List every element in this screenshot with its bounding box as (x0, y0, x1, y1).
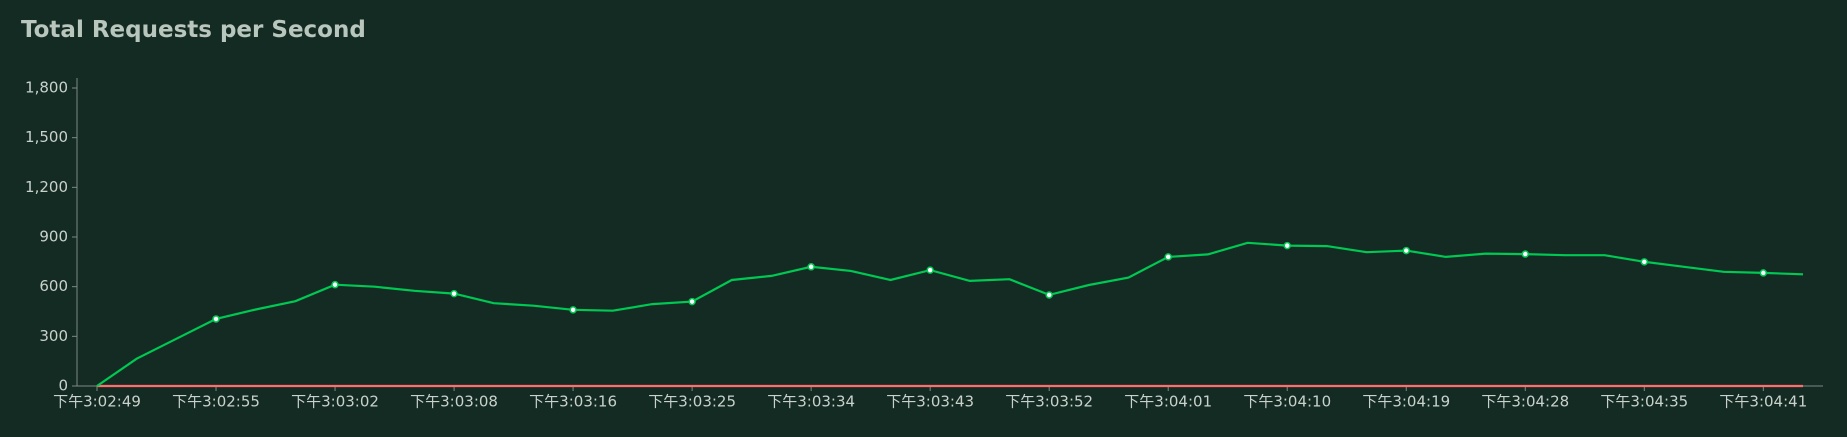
x-tick-label: 下午3:03:25 (648, 393, 736, 411)
y-tick-label: 600 (39, 277, 68, 295)
y-tick-label: 300 (39, 327, 68, 345)
data-point (926, 266, 934, 274)
x-tick-label: 下午3:04:10 (1243, 393, 1331, 411)
x-tick-label: 下午3:04:01 (1124, 393, 1212, 411)
data-point (1759, 269, 1768, 277)
x-tick-label: 下午3:03:52 (1005, 393, 1093, 411)
data-point (1283, 241, 1291, 250)
x-tick-label: 下午3:04:19 (1362, 393, 1450, 411)
data-point (1045, 291, 1053, 299)
x-tick-label: 下午3:03:16 (529, 393, 617, 411)
data-point (569, 306, 577, 314)
x-tick-label: 下午3:03:43 (886, 393, 974, 411)
x-tick-label: 下午3:04:28 (1481, 393, 1569, 411)
series-line (96, 241, 1804, 387)
x-tick-label: 下午3:03:02 (291, 393, 379, 411)
y-tick-label: 1,200 (25, 178, 68, 196)
chart-title: Total Requests per Second (21, 17, 366, 43)
y-tick-label: 1,500 (25, 128, 68, 146)
y-tick-label: 900 (39, 228, 68, 246)
data-point (212, 315, 220, 323)
y-tick-label: 0 (58, 377, 68, 395)
data-point (450, 289, 458, 298)
data-point (807, 263, 815, 271)
x-tick-label: 下午3:02:55 (172, 393, 260, 411)
data-point (331, 280, 339, 289)
x-tick-label: 下午3:03:34 (767, 393, 855, 411)
data-point (1402, 246, 1411, 255)
x-tick-label: 下午3:03:08 (410, 393, 498, 411)
data-point (688, 297, 696, 306)
y-tick-label: 1,800 (25, 79, 68, 97)
data-point (1640, 258, 1649, 266)
x-tick-label: 下午3:04:41 (1719, 393, 1807, 411)
data-point (1521, 250, 1530, 258)
x-tick-label: 下午3:04:35 (1600, 393, 1688, 411)
data-point (1164, 253, 1172, 261)
x-tick-label: 下午3:02:49 (53, 393, 141, 411)
